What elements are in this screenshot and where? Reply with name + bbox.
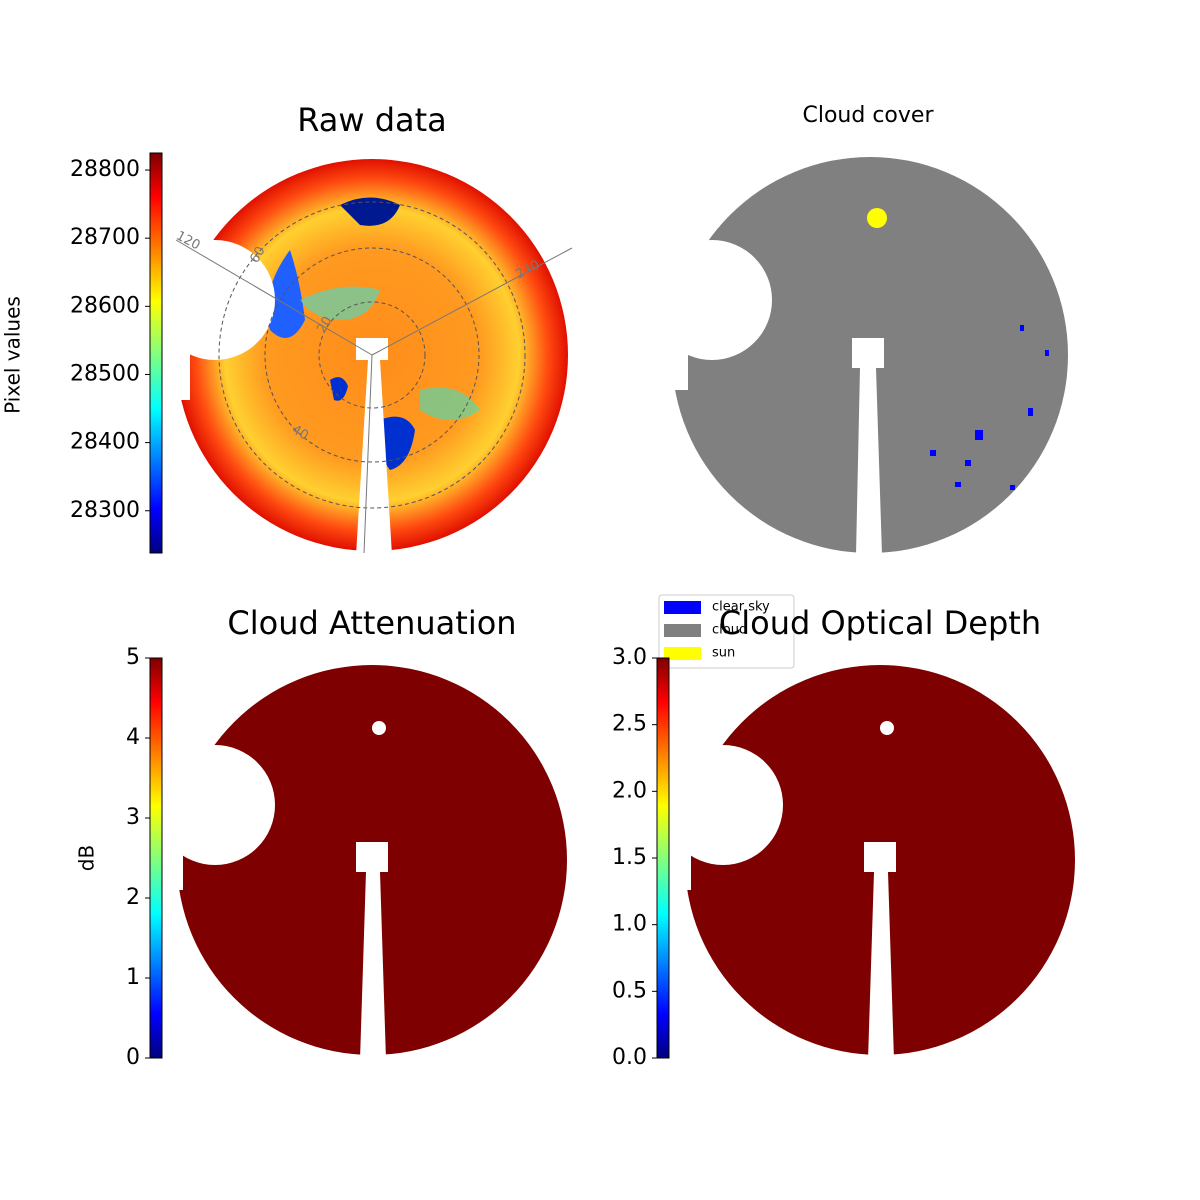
colorbar-tick-label: 28800	[70, 157, 140, 182]
colorbar-tick-label: 2.0	[612, 778, 647, 803]
colorbar-label: dB	[75, 845, 99, 871]
colorbar-tick-label: 28600	[70, 293, 140, 318]
colorbar-tick-label: 1.0	[612, 912, 647, 937]
colorbar	[149, 657, 163, 1059]
colorbar-tick-label: 5	[126, 645, 140, 670]
colorbar-tick-label: 2.5	[612, 712, 647, 737]
optical-depth-image	[658, 665, 1075, 1060]
panel-title: Cloud cover	[803, 103, 935, 128]
legend: clear sky cloud sun	[658, 594, 795, 669]
legend-swatch	[664, 624, 701, 637]
colorbar-tick-label: 28700	[70, 225, 140, 250]
colorbar-tick-label: 28300	[70, 498, 140, 523]
colorbar-label: Pixel values	[1, 296, 25, 414]
legend-swatch	[664, 647, 701, 660]
colorbar-tick-label: 2	[126, 885, 140, 910]
legend-label: sun	[712, 646, 735, 661]
polar-label: 20	[314, 314, 335, 336]
colorbar-tick-label: 0.0	[612, 1045, 647, 1070]
sun-marker	[867, 208, 887, 228]
colorbar-tick-label: 4	[126, 725, 140, 750]
colorbar-tick-label: 3.0	[612, 645, 647, 670]
attenuation-image	[150, 665, 567, 1060]
panel-title: Cloud Attenuation	[227, 604, 516, 642]
colorbar	[149, 152, 163, 554]
colorbar-tick-label: 0.5	[612, 978, 647, 1003]
colorbar-tick-label: 1	[126, 965, 140, 990]
panel-title: Cloud Optical Depth	[719, 604, 1041, 642]
colorbar-tick-label: 28500	[70, 361, 140, 386]
legend-label: cloud	[712, 623, 747, 638]
legend-swatch	[664, 601, 701, 614]
polar-label: 60	[247, 244, 268, 266]
polar-label: 40	[289, 422, 311, 443]
cloud-cover-image	[648, 157, 1068, 555]
legend-label: clear sky	[712, 600, 770, 615]
raw-image	[150, 159, 573, 555]
colorbar-tick-label: 28400	[70, 430, 140, 455]
colorbar-tick-label: 1.5	[612, 845, 647, 870]
colorbar-tick-label: 0	[126, 1045, 140, 1070]
panel-title: Raw data	[297, 101, 447, 139]
colorbar-tick-label: 3	[126, 805, 140, 830]
colorbar	[656, 657, 670, 1059]
